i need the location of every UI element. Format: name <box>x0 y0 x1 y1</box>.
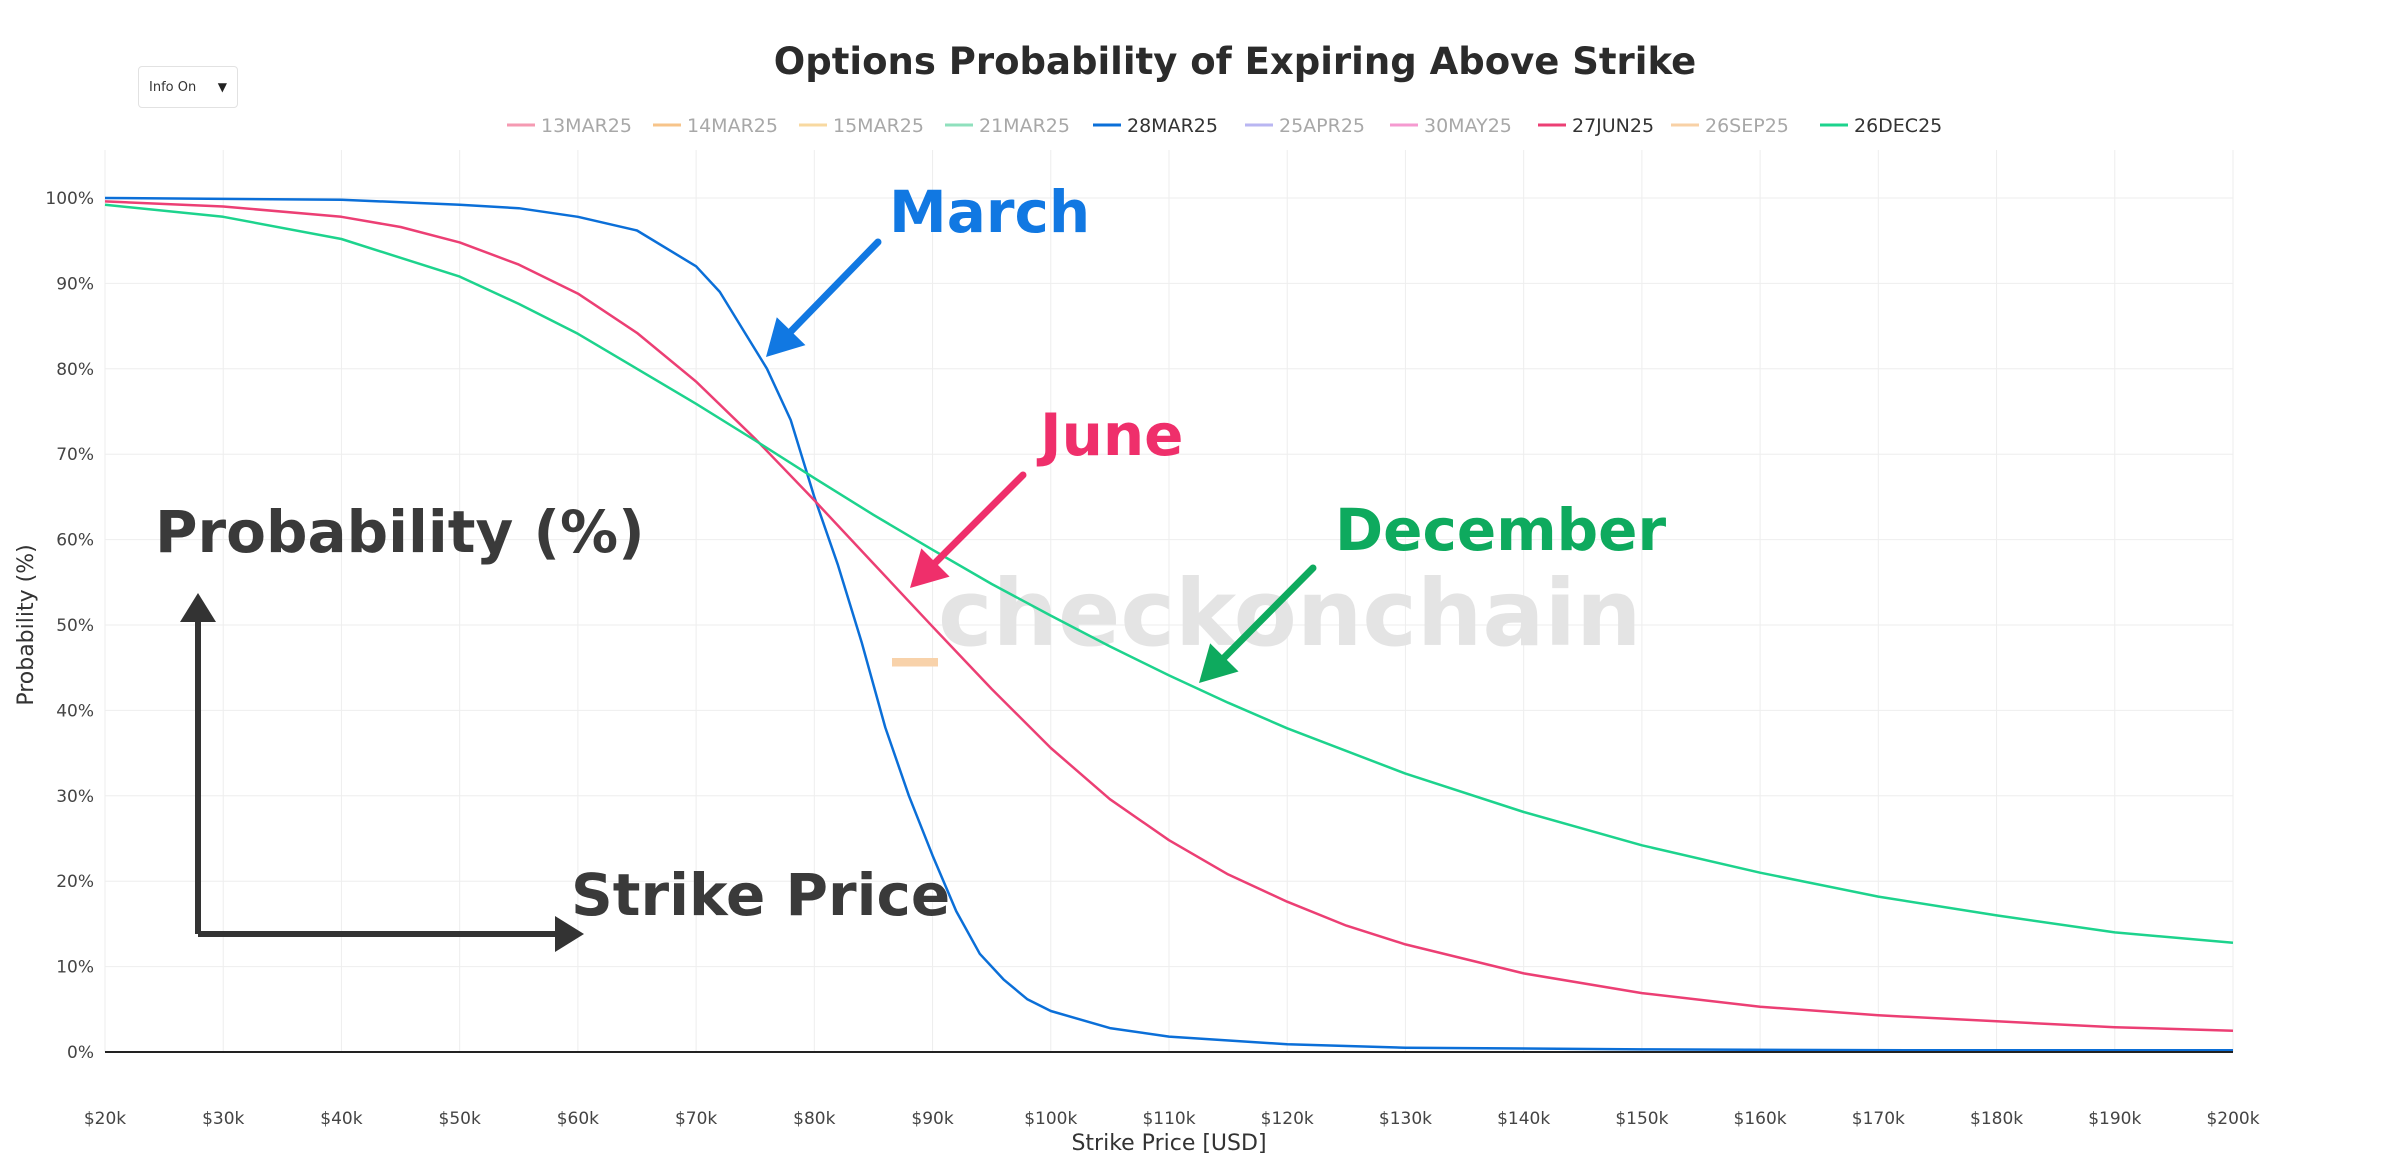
y-tick-label: 40% <box>56 701 94 721</box>
x-tick-label: $20k <box>84 1109 126 1129</box>
x-tick-label: $200k <box>2206 1109 2259 1129</box>
annotation-strike-price: Strike Price <box>571 861 950 929</box>
y-axis-title: Probability (%) <box>14 544 39 705</box>
x-tick-label: $180k <box>1970 1109 2023 1129</box>
x-tick-label: $110k <box>1142 1109 1195 1129</box>
series-line-26DEC25 <box>104 203 2234 944</box>
legend-item-27JUN25[interactable]: 27JUN25 <box>1538 115 1654 137</box>
annotations: March June December Probability (%) Strike P… <box>155 178 1666 952</box>
arrow-icon-june <box>910 471 1027 588</box>
y-tick-label: 30% <box>56 787 94 807</box>
y-tick-label: 100% <box>45 189 94 209</box>
watermark-text: _checkonchain <box>892 560 1642 667</box>
x-tick-label: $90k <box>911 1109 953 1129</box>
arrow-icon-december <box>1199 564 1317 683</box>
legend: 13MAR25 14MAR25 15MAR25 21MAR25 28MAR25 25APR… <box>507 115 1942 137</box>
legend-label: 28MAR25 <box>1127 115 1218 137</box>
x-tick-label: $30k <box>202 1109 244 1129</box>
info-toggle-dropdown[interactable]: Info On ▼ <box>138 66 238 108</box>
annotation-june: June <box>1036 401 1184 469</box>
legend-label: 25APR25 <box>1279 115 1365 137</box>
x-tick-label: $100k <box>1024 1109 1077 1129</box>
watermark: _checkonchain <box>892 560 1642 667</box>
legend-label: 14MAR25 <box>687 115 778 137</box>
legend-label: 30MAY25 <box>1424 115 1512 137</box>
series-line-27JUN25 <box>104 200 2234 1032</box>
y-tick-label: 80% <box>56 360 94 380</box>
y-tick-label: 50% <box>56 616 94 636</box>
legend-item-28MAR25[interactable]: 28MAR25 <box>1093 115 1218 137</box>
annotation-december: December <box>1335 496 1666 564</box>
legend-label: 27JUN25 <box>1572 115 1654 137</box>
x-axis-title: Strike Price [USD] <box>1071 1131 1266 1156</box>
annotation-march: March <box>889 178 1090 246</box>
y-tick-label: 20% <box>56 872 94 892</box>
legend-item-30MAY25[interactable]: 30MAY25 <box>1390 115 1512 137</box>
axes: $20k $30k $40k $50k $60k $70k $80k $90k $100k $11… <box>14 189 2260 1156</box>
y-tick-label: 70% <box>56 445 94 465</box>
legend-label: 21MAR25 <box>979 115 1070 137</box>
legend-label: 13MAR25 <box>541 115 632 137</box>
axis-guide-arrows-icon <box>180 593 584 952</box>
series-lines <box>104 196 2234 1052</box>
x-tick-label: $70k <box>675 1109 717 1129</box>
legend-item-15MAR25[interactable]: 15MAR25 <box>799 115 924 137</box>
x-tick-label: $120k <box>1261 1109 1314 1129</box>
x-tick-label: $190k <box>2088 1109 2141 1129</box>
legend-item-26DEC25[interactable]: 26DEC25 <box>1820 115 1942 137</box>
series-line-28MAR25 <box>104 196 2233 1052</box>
arrow-icon-march <box>766 238 882 357</box>
legend-label: 26DEC25 <box>1854 115 1942 137</box>
x-tick-label: $150k <box>1615 1109 1668 1129</box>
x-tick-label: $170k <box>1852 1109 1905 1129</box>
annotation-probability: Probability (%) <box>155 498 645 566</box>
x-tick-label: $160k <box>1734 1109 1787 1129</box>
legend-item-21MAR25[interactable]: 21MAR25 <box>945 115 1070 137</box>
y-tick-label: 10% <box>56 958 94 978</box>
x-tick-label: $50k <box>439 1109 481 1129</box>
legend-item-25APR25[interactable]: 25APR25 <box>1245 115 1365 137</box>
x-tick-label: $140k <box>1497 1109 1550 1129</box>
chart-title: Options Probability of Expiring Above St… <box>774 40 1696 83</box>
legend-item-13MAR25[interactable]: 13MAR25 <box>507 115 632 137</box>
y-tick-label: 60% <box>56 531 94 551</box>
y-tick-label: 0% <box>67 1043 94 1063</box>
legend-item-26SEP25[interactable]: 26SEP25 <box>1671 115 1789 137</box>
legend-label: 26SEP25 <box>1705 115 1789 137</box>
chevron-down-icon: ▼ <box>217 80 227 94</box>
grid <box>104 150 2234 1052</box>
y-tick-label: 90% <box>56 274 94 294</box>
legend-item-14MAR25[interactable]: 14MAR25 <box>653 115 778 137</box>
x-tick-label: $80k <box>793 1109 835 1129</box>
x-tick-label: $40k <box>320 1109 362 1129</box>
x-tick-label: $130k <box>1379 1109 1432 1129</box>
legend-label: 15MAR25 <box>833 115 924 137</box>
x-tick-label: $60k <box>557 1109 599 1129</box>
info-toggle-label: Info On <box>149 79 197 95</box>
